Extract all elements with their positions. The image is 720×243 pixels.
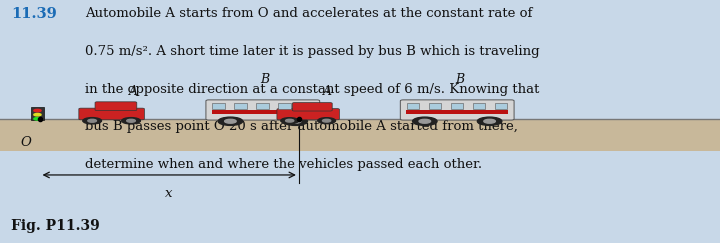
Text: B: B: [261, 73, 269, 86]
Circle shape: [127, 119, 135, 122]
Bar: [235, 103, 246, 109]
Text: x: x: [166, 187, 173, 200]
Circle shape: [83, 118, 102, 124]
Text: determine when and where the vehicles passed each other.: determine when and where the vehicles pa…: [85, 158, 482, 171]
Bar: [0, 119, 720, 151]
Text: A: A: [129, 86, 138, 98]
Text: 11.39: 11.39: [11, 7, 57, 21]
FancyBboxPatch shape: [95, 102, 137, 111]
Text: B: B: [455, 73, 464, 86]
Circle shape: [34, 118, 41, 120]
Bar: [31, 107, 44, 120]
Circle shape: [225, 119, 236, 123]
Text: bus B passes point O 20 s after automobile A started from there,: bus B passes point O 20 s after automobi…: [85, 120, 518, 133]
Circle shape: [122, 118, 140, 124]
Bar: [278, 103, 290, 109]
Bar: [451, 103, 463, 109]
Text: Fig. P11.39: Fig. P11.39: [11, 219, 99, 233]
Bar: [473, 103, 485, 109]
Circle shape: [88, 119, 96, 122]
Circle shape: [281, 118, 299, 124]
Text: in the opposite direction at a constant speed of 6 m/s. Knowing that: in the opposite direction at a constant …: [85, 83, 539, 95]
Circle shape: [34, 109, 41, 112]
Bar: [406, 110, 508, 114]
Circle shape: [218, 117, 243, 125]
FancyBboxPatch shape: [78, 108, 145, 120]
Text: 0.75 m/s². A short time later it is passed by bus B which is traveling: 0.75 m/s². A short time later it is pass…: [85, 45, 539, 58]
Bar: [407, 103, 419, 109]
Circle shape: [283, 117, 307, 125]
Bar: [256, 103, 269, 109]
Circle shape: [413, 117, 437, 125]
Circle shape: [484, 119, 495, 123]
Circle shape: [323, 119, 330, 122]
Circle shape: [419, 119, 431, 123]
FancyBboxPatch shape: [206, 100, 320, 120]
Circle shape: [34, 113, 41, 116]
Bar: [300, 103, 312, 109]
Bar: [495, 103, 507, 109]
FancyBboxPatch shape: [400, 100, 514, 120]
Text: Automobile A starts from O and accelerates at the constant rate of: Automobile A starts from O and accelerat…: [85, 7, 532, 20]
Circle shape: [289, 119, 301, 123]
Circle shape: [286, 119, 294, 122]
Circle shape: [318, 118, 336, 124]
Bar: [212, 110, 314, 114]
Text: A: A: [323, 86, 332, 98]
FancyBboxPatch shape: [277, 109, 339, 120]
Bar: [429, 103, 441, 109]
Bar: [212, 103, 225, 109]
FancyBboxPatch shape: [292, 103, 332, 111]
Text: O: O: [20, 136, 31, 149]
Circle shape: [477, 117, 502, 125]
